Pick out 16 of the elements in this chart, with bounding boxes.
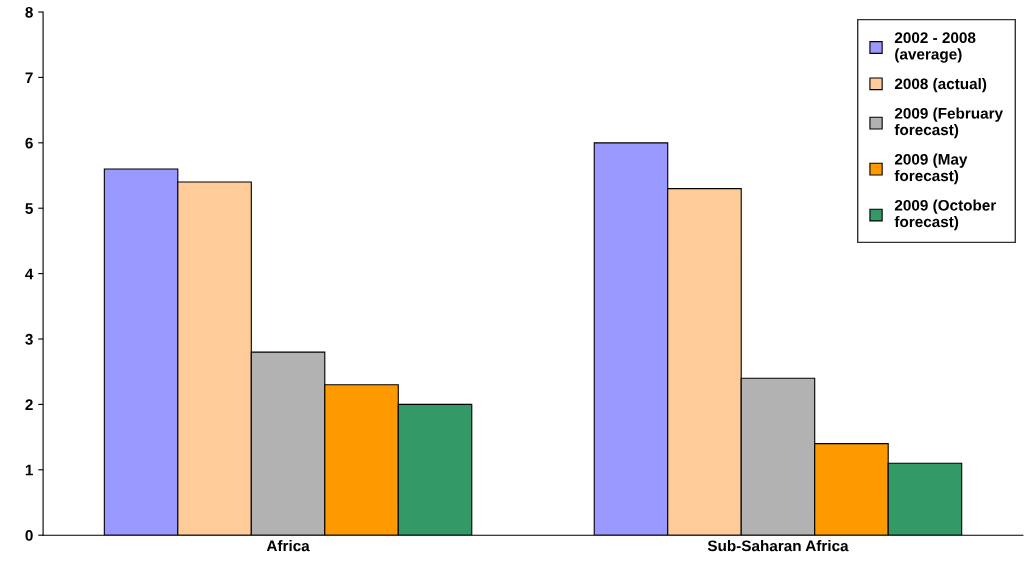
y-tick-label: 0: [25, 530, 33, 541]
legend-label: 2008 (actual): [894, 78, 987, 93]
y-tick-label: 3: [25, 333, 33, 345]
legend-label: 2009 (February forecast): [894, 107, 1003, 139]
y-tick-label: 2: [25, 399, 33, 410]
legend-label: 2009 (October forecast): [894, 199, 997, 231]
y-tick-label: 5: [25, 203, 33, 214]
y-tick-label: 6: [25, 137, 33, 149]
y-tick-label: 1: [25, 464, 33, 476]
y-tick-label: 7: [25, 72, 33, 83]
y-tick-label: 8: [25, 6, 33, 18]
x-tick-label: Africa: [266, 540, 310, 552]
legend-label: 2002 - 2008 (average): [894, 32, 976, 63]
x-tick-label: Sub-Saharan Africa: [707, 540, 849, 552]
y-tick-label: 4: [25, 268, 34, 280]
legend-label: 2009 (May forecast): [894, 153, 968, 185]
